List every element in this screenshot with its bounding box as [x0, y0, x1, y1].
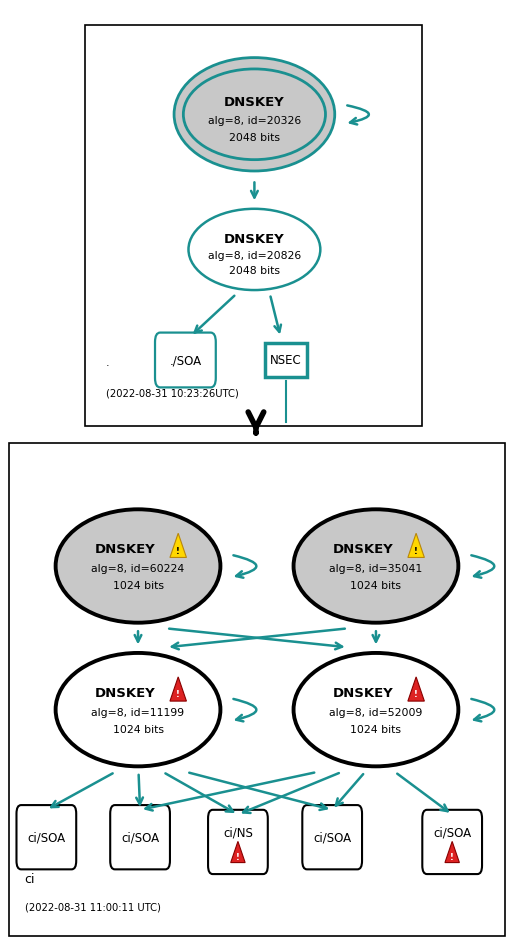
Text: !: ! [414, 547, 418, 555]
FancyBboxPatch shape [422, 810, 482, 874]
Text: DNSKEY: DNSKEY [95, 543, 156, 556]
FancyBboxPatch shape [302, 805, 362, 869]
Polygon shape [408, 677, 424, 701]
FancyBboxPatch shape [208, 810, 268, 874]
Text: 1024 bits: 1024 bits [350, 581, 402, 590]
Text: ci/NS: ci/NS [223, 826, 253, 839]
Polygon shape [445, 841, 459, 863]
Bar [9, 444, 505, 936]
Text: DNSKEY: DNSKEY [95, 686, 156, 700]
Polygon shape [170, 533, 186, 558]
FancyBboxPatch shape [16, 805, 76, 869]
Text: 1024 bits: 1024 bits [112, 581, 164, 590]
Polygon shape [231, 841, 245, 863]
Text: ci/SOA: ci/SOA [433, 826, 471, 839]
FancyBboxPatch shape [110, 805, 170, 869]
FancyBboxPatch shape [155, 333, 216, 388]
Text: !: ! [176, 547, 180, 555]
Text: alg=8, id=60224: alg=8, id=60224 [91, 564, 185, 573]
Text: ci: ci [25, 871, 35, 885]
Text: ci/SOA: ci/SOA [313, 831, 351, 844]
Ellipse shape [183, 70, 325, 160]
Ellipse shape [56, 653, 220, 767]
Text: DNSKEY: DNSKEY [224, 232, 285, 245]
Text: DNSKEY: DNSKEY [333, 686, 393, 700]
Text: !: ! [176, 690, 180, 699]
Text: ci/SOA: ci/SOA [27, 831, 65, 844]
Text: ci/SOA: ci/SOA [121, 831, 159, 844]
Text: DNSKEY: DNSKEY [224, 95, 285, 109]
Text: alg=8, id=20326: alg=8, id=20326 [208, 116, 301, 126]
Text: 1024 bits: 1024 bits [350, 724, 402, 733]
Polygon shape [170, 677, 186, 701]
Ellipse shape [188, 210, 320, 291]
Text: ./SOA: ./SOA [169, 354, 201, 367]
Text: alg=8, id=52009: alg=8, id=52009 [329, 707, 423, 716]
Text: (2022-08-31 11:00:11 UTC): (2022-08-31 11:00:11 UTC) [25, 902, 161, 912]
Text: alg=8, id=35041: alg=8, id=35041 [329, 564, 423, 573]
Bar [85, 25, 422, 427]
Text: !: ! [236, 851, 240, 861]
Text: .: . [106, 358, 109, 367]
Text: 1024 bits: 1024 bits [112, 724, 164, 733]
Polygon shape [408, 533, 424, 558]
Text: 2048 bits: 2048 bits [229, 133, 280, 143]
Text: alg=8, id=20826: alg=8, id=20826 [208, 251, 301, 261]
Ellipse shape [294, 510, 458, 623]
Text: !: ! [450, 851, 454, 861]
Ellipse shape [294, 653, 458, 767]
Text: !: ! [414, 690, 418, 699]
Bar [265, 344, 307, 378]
Ellipse shape [56, 510, 220, 623]
Text: 2048 bits: 2048 bits [229, 266, 280, 276]
Text: alg=8, id=11199: alg=8, id=11199 [92, 707, 184, 716]
Ellipse shape [174, 59, 335, 172]
Text: (2022-08-31 10:23:26​UTC): (2022-08-31 10:23:26​UTC) [106, 389, 238, 398]
Text: NSEC: NSEC [270, 354, 302, 367]
Text: DNSKEY: DNSKEY [333, 543, 393, 556]
